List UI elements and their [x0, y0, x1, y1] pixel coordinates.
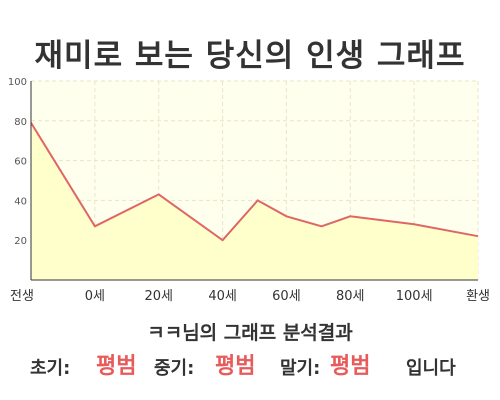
x-tick-label: 100세 [396, 289, 433, 304]
y-tick-label: 100 [8, 77, 27, 88]
chart-title: 재미로 보는 당신의 인생 그래프 [34, 38, 466, 74]
middle-label: 중기: [154, 358, 195, 379]
life-graph-chart: 20 40 60 80 100 전생 0세 20세 40세 60세 80세 100세 환생 [8, 77, 490, 304]
y-tick-labels: 20 40 60 80 100 [8, 77, 27, 247]
life-line [30, 122, 479, 242]
analysis-heading: ㅋㅋ님의 그래프 분석결과 [147, 322, 353, 344]
x-tick-label: 0세 [85, 289, 105, 304]
x-tick-label: 전생 [10, 289, 34, 304]
x-tick-label: 60세 [272, 289, 301, 304]
y-tick-label: 60 [14, 157, 27, 168]
early-label: 초기: [30, 358, 71, 379]
early-value: 평범 [96, 354, 137, 379]
y-tick-label: 40 [14, 196, 27, 207]
x-tick-label: 20세 [144, 289, 173, 304]
axes [30, 81, 478, 281]
life-area-fill [31, 122, 478, 280]
middle-value: 평범 [215, 354, 256, 379]
y-tick-label: 80 [14, 117, 27, 128]
late-label: 말기: [280, 358, 321, 379]
x-tick-label: 환생 [466, 289, 490, 304]
result-suffix: 입니다 [406, 358, 456, 379]
x-tick-label: 80세 [336, 289, 365, 304]
x-tick-labels: 전생 0세 20세 40세 60세 80세 100세 환생 [10, 289, 490, 304]
late-value: 평범 [330, 354, 371, 379]
y-tick-label: 20 [14, 236, 27, 247]
x-tick-label: 40세 [208, 289, 237, 304]
